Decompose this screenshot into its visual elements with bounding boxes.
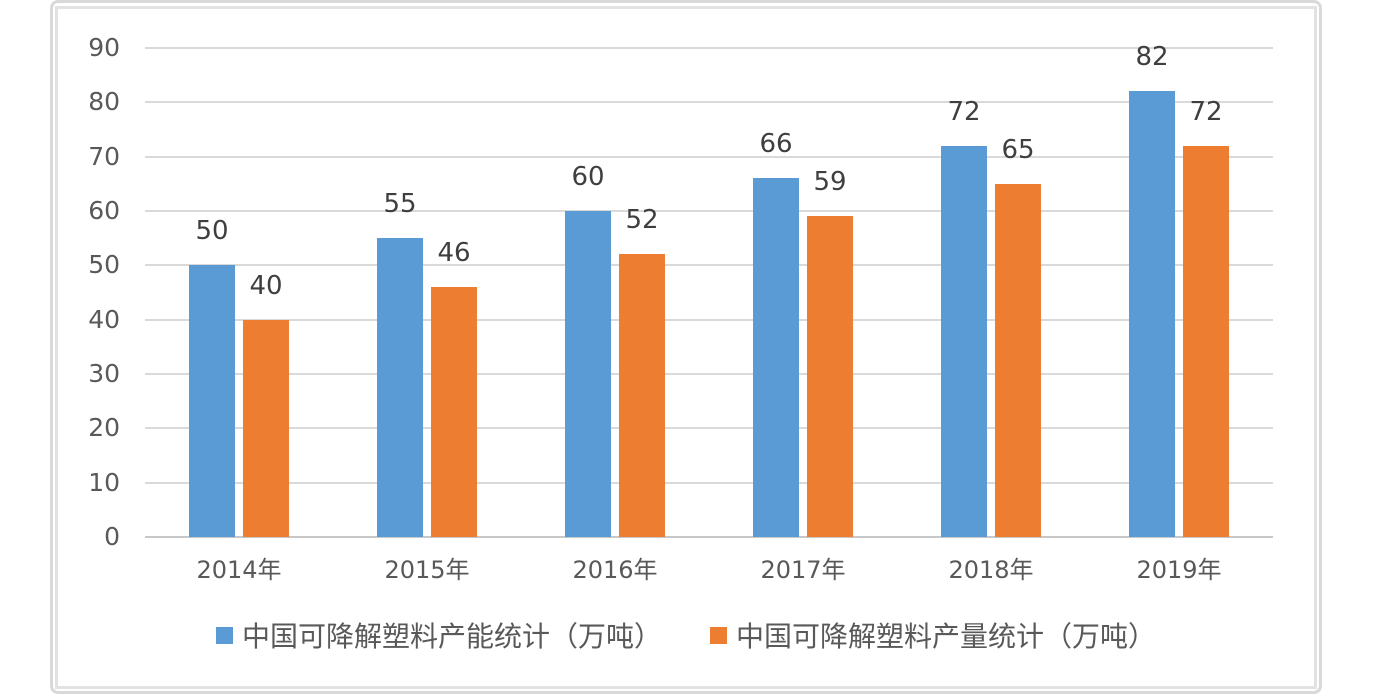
y-axis-tick-label: 60 bbox=[88, 196, 120, 225]
bar-data-label: 72 bbox=[1189, 96, 1223, 127]
bar-data-label: 40 bbox=[249, 270, 283, 301]
x-axis-tick-label: 2017年 bbox=[760, 556, 846, 584]
x-axis-tick-label: 2019年 bbox=[1136, 556, 1222, 584]
legend: 中国可降解塑料产能统计（万吨） 中国可降解塑料产量统计（万吨） bbox=[58, 613, 1314, 657]
output-bar bbox=[619, 254, 665, 537]
x-axis-tick-label: 2018年 bbox=[948, 556, 1034, 584]
output-bar bbox=[243, 319, 289, 537]
y-axis-tick-label: 50 bbox=[88, 250, 120, 280]
x-axis-line bbox=[145, 536, 1273, 538]
legend-swatch-icon bbox=[215, 626, 233, 644]
y-axis-tick-label: 30 bbox=[88, 359, 120, 388]
legend-swatch-icon bbox=[710, 626, 727, 644]
gridline bbox=[145, 101, 1273, 104]
y-axis-tick-label: 90 bbox=[88, 33, 120, 62]
output-bar bbox=[995, 183, 1041, 537]
gridline bbox=[145, 427, 1273, 430]
bar-data-label: 65 bbox=[1001, 134, 1035, 165]
y-axis-tick-label: 20 bbox=[88, 413, 120, 443]
output-bar bbox=[431, 287, 477, 537]
y-axis-tick-label: 40 bbox=[88, 304, 120, 334]
gridline bbox=[145, 264, 1273, 267]
bar-data-label: 59 bbox=[813, 167, 847, 198]
legend-label: 中国可降解塑料产量统计（万吨） bbox=[736, 620, 1157, 653]
bar-data-label: 60 bbox=[571, 162, 605, 192]
output-bar bbox=[1183, 145, 1229, 537]
gridline bbox=[145, 373, 1273, 375]
gridline bbox=[145, 481, 1273, 484]
capacity-bar bbox=[377, 238, 423, 537]
x-axis-tick-label: 2015年 bbox=[384, 556, 470, 584]
y-axis-tick-label: 70 bbox=[88, 141, 120, 171]
bar-data-label: 82 bbox=[1135, 42, 1169, 73]
capacity-bar bbox=[753, 178, 799, 537]
legend-item: 中国可降解塑料产能统计（万吨） bbox=[215, 615, 662, 655]
bar-data-label: 50 bbox=[195, 216, 229, 247]
chart-frame: 中国可降解塑料产能统计（万吨） 中国可降解塑料产量统计（万吨） 0 10 20 30 40… bbox=[55, 6, 1317, 689]
bar-data-label: 55 bbox=[383, 189, 417, 220]
capacity-bar bbox=[941, 145, 987, 537]
y-axis-tick-label: 80 bbox=[88, 87, 120, 117]
bar-data-label: 46 bbox=[437, 238, 471, 269]
x-axis-tick-label: 2016年 bbox=[572, 556, 658, 584]
bar-data-label: 66 bbox=[759, 129, 793, 160]
gridline bbox=[145, 318, 1273, 321]
bar-data-label: 72 bbox=[947, 96, 981, 127]
capacity-bar bbox=[189, 265, 235, 537]
gridline bbox=[145, 47, 1273, 49]
x-axis-tick-label: 2014年 bbox=[196, 556, 282, 584]
y-axis-tick-label: 10 bbox=[88, 467, 120, 497]
y-axis-tick-label: 0 bbox=[104, 522, 120, 551]
bar-data-label: 52 bbox=[625, 205, 659, 236]
legend-item: 中国可降解塑料产量统计（万吨） bbox=[710, 615, 1156, 655]
capacity-bar bbox=[1129, 91, 1175, 537]
gridline bbox=[145, 155, 1273, 158]
output-bar bbox=[807, 216, 853, 537]
capacity-bar bbox=[565, 211, 611, 537]
gridline bbox=[145, 210, 1273, 212]
legend-label: 中国可降解塑料产能统计（万吨） bbox=[241, 620, 662, 653]
